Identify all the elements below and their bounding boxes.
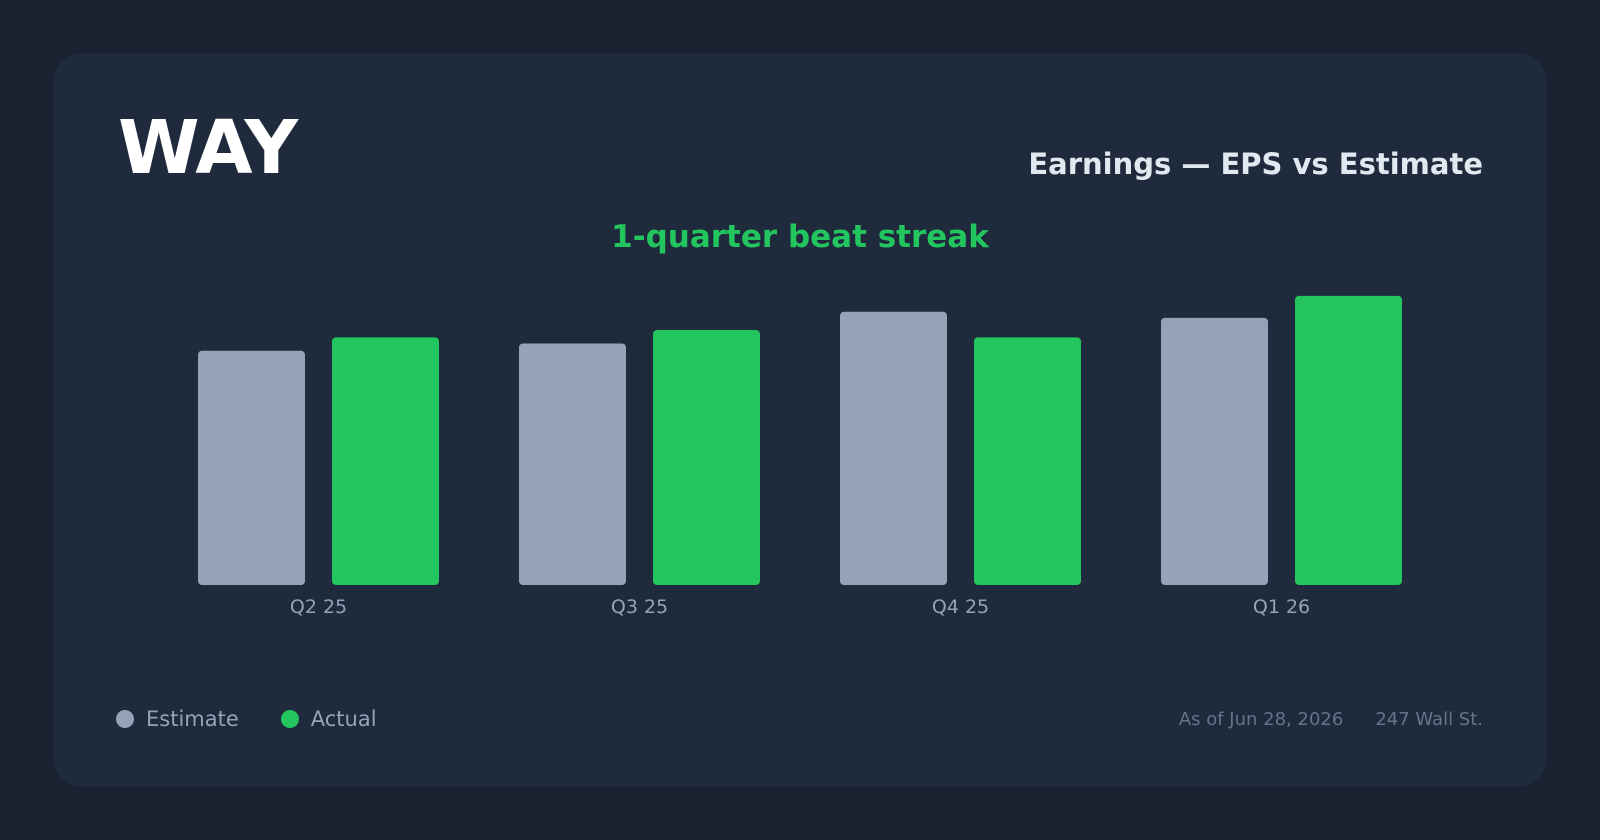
actual-bar-q2-25 [332, 337, 439, 585]
legend-item-estimate: Estimate [116, 707, 239, 731]
estimate-bar-q3-25 [519, 343, 626, 585]
x-tick-label: Q1 26 [1253, 596, 1310, 618]
actual-bar-q4-25 [974, 337, 1081, 585]
actual-bar-q3-25 [653, 330, 760, 585]
x-tick-label: Q3 25 [611, 596, 668, 618]
estimate-bar-q2-25 [198, 350, 305, 585]
x-tick-label: Q4 25 [932, 596, 989, 618]
actual-bar-q1-26 [1295, 295, 1402, 585]
actual-swatch [280, 710, 299, 728]
footer: As of Jun 28, 2026 247 Wall St. [1179, 709, 1483, 730]
source-label: 247 Wall St. [1375, 709, 1483, 730]
estimate-bar-q1-26 [1161, 317, 1268, 585]
legend-estimate-label: Estimate [146, 707, 239, 731]
ticker-symbol: WAY [118, 105, 298, 191]
as-of-date: As of Jun 28, 2026 [1178, 709, 1344, 730]
chart-legend: Estimate Actual [116, 707, 419, 731]
estimate-swatch [116, 710, 134, 728]
earnings-card: WAY Earnings — EPS vs Estimate 1-quarter… [53, 53, 1547, 787]
eps-bar-chart: Q2 25 Q3 25 Q4 25 Q1 26 [198, 295, 1402, 618]
x-tick-label: Q2 25 [290, 596, 347, 618]
beat-streak-label: 1-quarter beat streak [611, 219, 989, 255]
estimate-bar-q4-25 [840, 311, 947, 585]
legend-item-actual: Actual [280, 707, 377, 731]
legend-actual-label: Actual [310, 707, 377, 731]
chart-title: Earnings — EPS vs Estimate [1028, 147, 1483, 181]
